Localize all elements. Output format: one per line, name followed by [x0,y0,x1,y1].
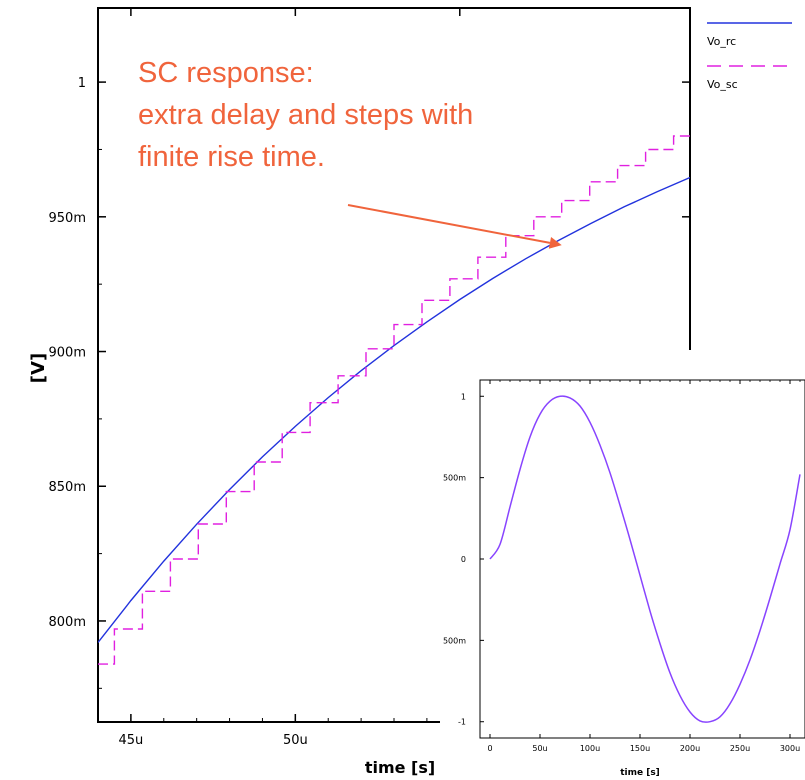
inset-y-axis: 1 500m 0 500m -1 [443,392,484,727]
inset-y-tick-label: 0 [461,555,466,564]
annotation: SC response: extra delay and steps with … [138,57,562,249]
legend-label-vo-sc: Vo_sc [707,78,738,91]
annotation-arrow [347,204,551,244]
inset-y-tick-label: -1 [458,718,466,727]
inset-x-tick-label: 150u [630,744,650,753]
main-x-tick-label: 50u [283,733,308,748]
inset-x-axis: 0 50u 100u 150u 200u 250u 300u [487,380,801,753]
inset-y-tick-label: 500m [443,636,466,645]
inset-x-tick-label: 200u [680,744,700,753]
inset-y-tick-label: 500m [443,474,466,483]
main-y-tick-label: 900m [49,346,86,361]
inset-series-line [489,395,801,723]
inset-series-group [489,395,801,723]
series-line-vo-rc [98,176,690,643]
inset-x-tick-label: 300u [780,744,800,753]
inset-x-axis-title: time [s] [620,768,660,778]
main-y-axis: 800m 850m 900m 950m 1 [49,76,690,689]
inset-x-tick-label: 250u [730,744,750,753]
annotation-line-2: extra delay and steps with [138,99,473,131]
main-y-axis-title: [V] [28,353,49,383]
series-line-vo-sc [98,135,690,665]
main-y-tick-label: 800m [49,615,86,630]
annotation-arrow-head [548,236,562,249]
annotation-line-1: SC response: [138,57,314,89]
main-y-tick-label: 850m [49,480,86,495]
main-series-group [98,135,690,665]
inset-x-tick-label: 50u [532,744,547,753]
main-y-tick-label: 1 [78,76,86,91]
main-x-tick-label: 45u [118,733,143,748]
main-y-tick-label: 950m [49,211,86,226]
inset-x-tick-label: 100u [580,744,600,753]
inset-plot-frame [479,379,805,739]
inset-x-tick-label: 0 [487,744,492,753]
legend: Vo_rc Vo_sc [707,22,792,91]
inset-chart: 1 500m 0 500m -1 0 50u 100u 150u 200u 250u 300u ti… [440,350,805,780]
inset-y-tick-label: 1 [461,392,466,401]
legend-label-vo-rc: Vo_rc [707,35,736,48]
main-x-axis-title: time [s] [365,758,435,777]
annotation-line-3: finite rise time. [138,141,325,173]
